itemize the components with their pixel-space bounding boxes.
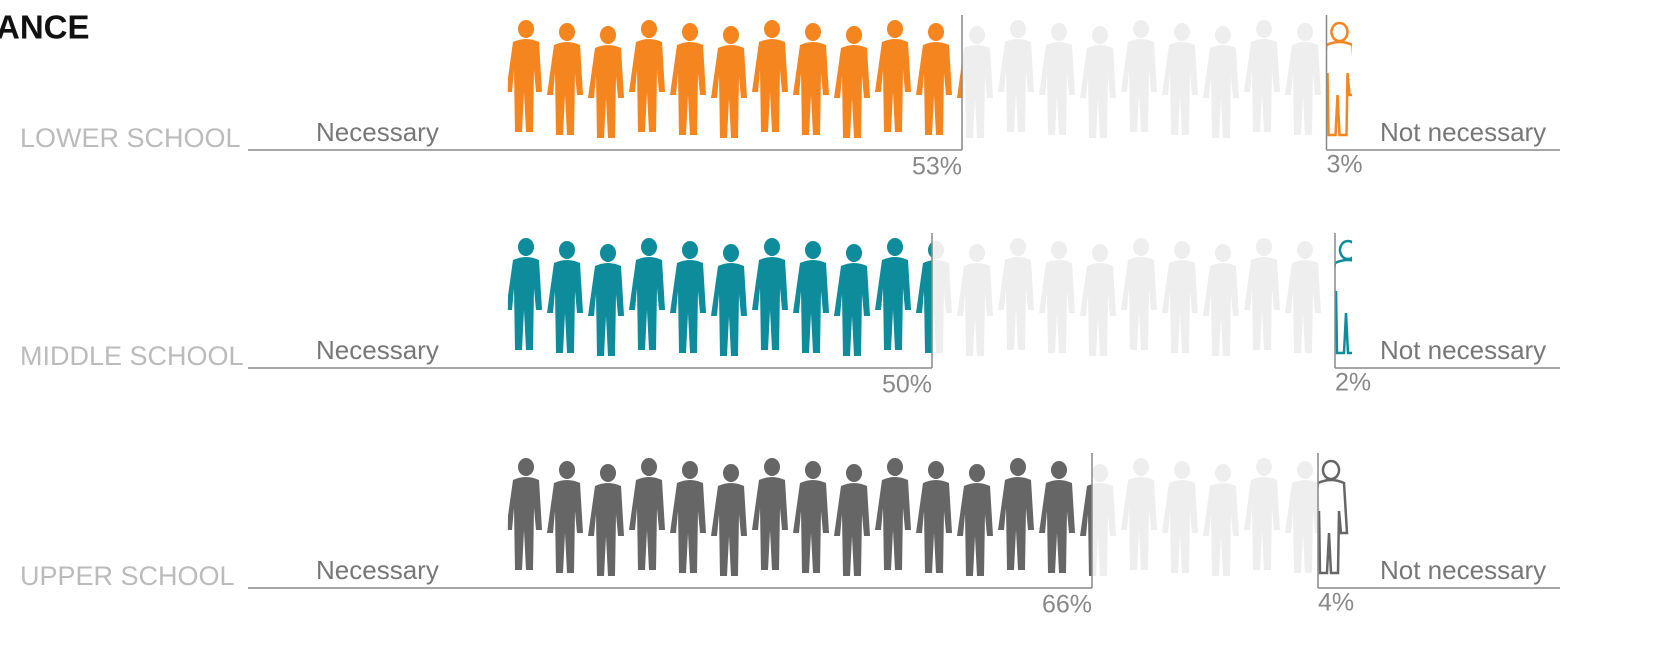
row-label: MIDDLE SCHOOL <box>20 341 244 371</box>
background-figures <box>506 238 1321 356</box>
not-necessary-figure <box>1318 459 1349 575</box>
value-label: 3% <box>1327 151 1363 179</box>
row-label: LOWER SCHOOL <box>20 123 241 153</box>
not-necessary-figure <box>1326 21 1352 137</box>
background-figures <box>506 20 1321 138</box>
necessary-figures <box>508 238 932 356</box>
legend-label: Necessary <box>316 117 439 147</box>
value-label: 4% <box>1318 589 1354 617</box>
value-label: 66% <box>1042 591 1092 619</box>
value-label: 2% <box>1335 369 1371 397</box>
legend-label: Necessary <box>316 335 439 365</box>
value-label: 50% <box>882 371 932 399</box>
legend-label: Not necessary <box>1380 335 1546 365</box>
necessary-figures <box>508 458 1092 576</box>
necessary-figures <box>508 20 962 138</box>
legend-label: Not necessary <box>1380 117 1546 147</box>
not-necessary-figure <box>1335 239 1352 355</box>
legend-label: Not necessary <box>1380 555 1546 585</box>
row-label: UPPER SCHOOL <box>20 561 235 591</box>
chart-title: ANCE <box>0 9 90 46</box>
value-label: 53% <box>912 153 962 181</box>
legend-label: Necessary <box>316 555 439 585</box>
background-figures <box>506 458 1321 576</box>
